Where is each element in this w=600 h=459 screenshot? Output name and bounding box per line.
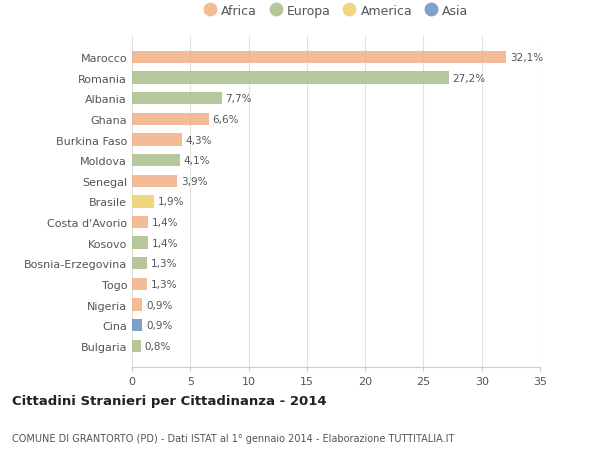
Text: 0,8%: 0,8% [145, 341, 171, 351]
Bar [132, 52, 506, 64]
Bar [132, 134, 182, 146]
Bar [132, 237, 148, 249]
Bar [132, 93, 222, 105]
Bar [132, 319, 142, 331]
Text: 1,4%: 1,4% [152, 218, 178, 228]
Text: 32,1%: 32,1% [509, 53, 543, 63]
Legend: Africa, Europa, America, Asia: Africa, Europa, America, Asia [199, 0, 473, 23]
Text: 27,2%: 27,2% [452, 73, 485, 84]
Text: 6,6%: 6,6% [212, 115, 239, 125]
Bar [132, 278, 147, 291]
Bar [132, 340, 142, 352]
Bar [132, 113, 209, 126]
Text: COMUNE DI GRANTORTO (PD) - Dati ISTAT al 1° gennaio 2014 - Elaborazione TUTTITAL: COMUNE DI GRANTORTO (PD) - Dati ISTAT al… [12, 433, 454, 442]
Bar [132, 196, 154, 208]
Text: 1,3%: 1,3% [151, 259, 177, 269]
Bar [132, 73, 449, 84]
Text: Cittadini Stranieri per Cittadinanza - 2014: Cittadini Stranieri per Cittadinanza - 2… [12, 394, 326, 407]
Text: 4,3%: 4,3% [185, 135, 212, 145]
Text: 7,7%: 7,7% [225, 94, 252, 104]
Text: 1,9%: 1,9% [158, 197, 184, 207]
Bar [132, 299, 142, 311]
Bar [132, 175, 178, 188]
Bar [132, 155, 180, 167]
Text: 4,1%: 4,1% [183, 156, 210, 166]
Bar [132, 216, 148, 229]
Text: 0,9%: 0,9% [146, 320, 172, 330]
Text: 1,4%: 1,4% [152, 238, 178, 248]
Text: 1,3%: 1,3% [151, 279, 177, 289]
Text: 0,9%: 0,9% [146, 300, 172, 310]
Bar [132, 257, 147, 270]
Text: 3,9%: 3,9% [181, 176, 208, 186]
